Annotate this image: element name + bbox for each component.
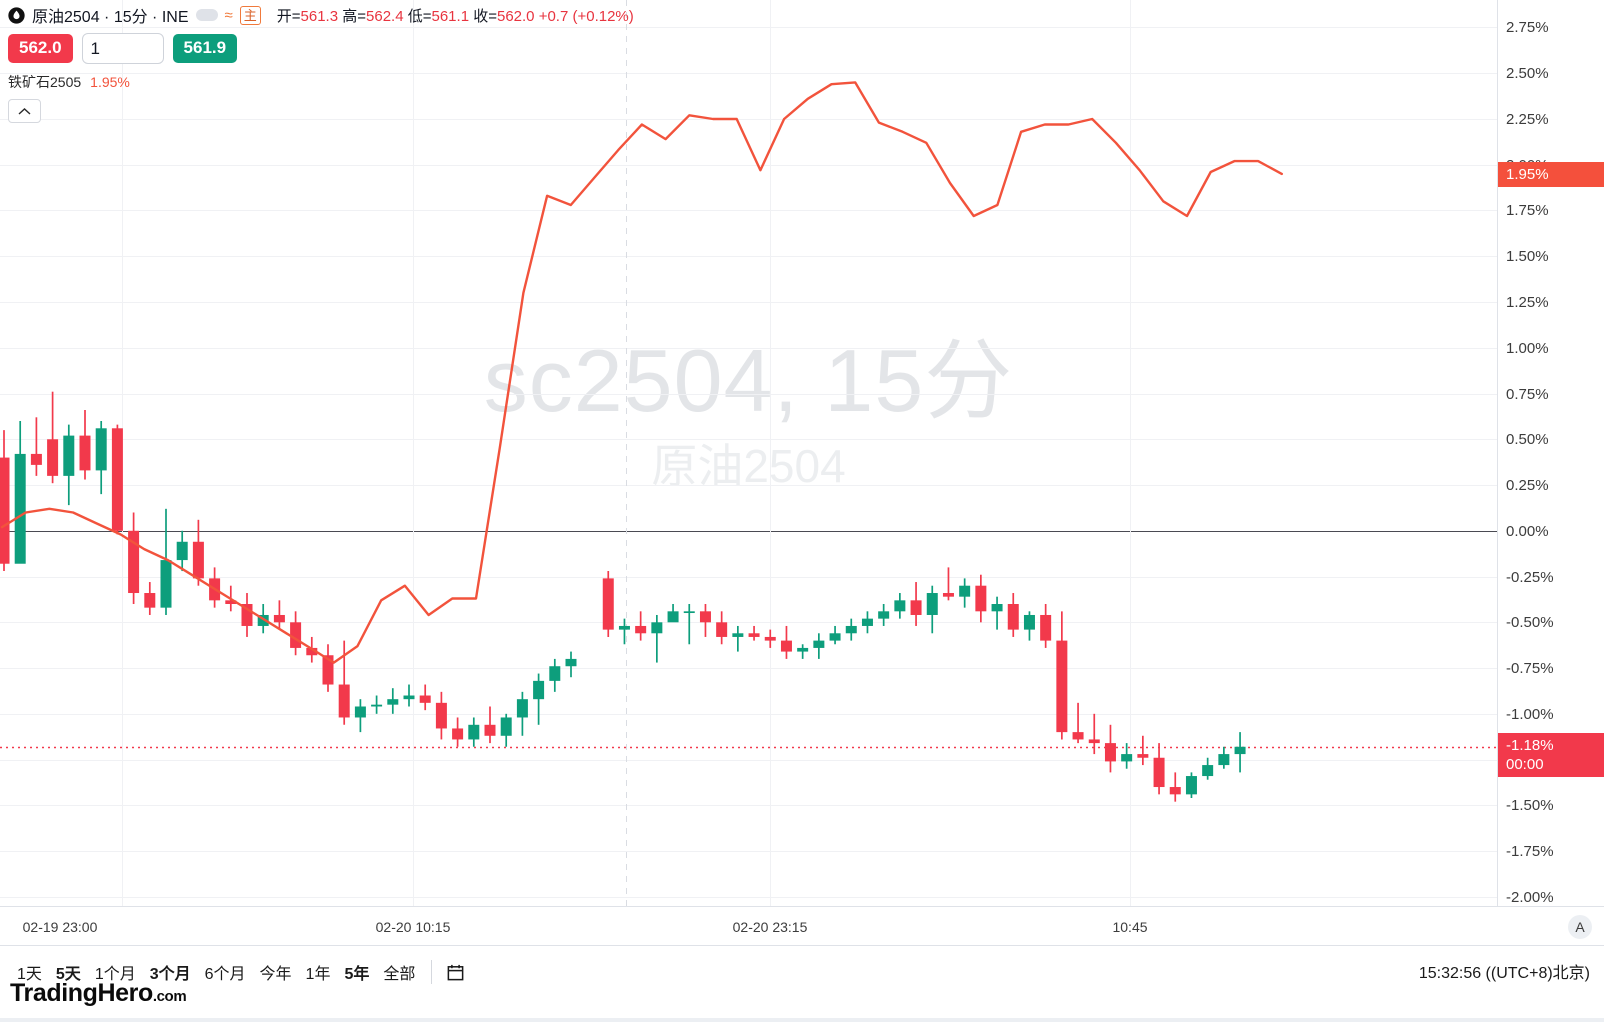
chart-legend: 原油2504 · 15分 · INE ≈ 主 开=561.3 高=562.4 低…: [8, 4, 634, 123]
compare-symbol-label[interactable]: 铁矿石2505: [8, 74, 82, 90]
price-tick: -0.50%: [1506, 614, 1554, 632]
range-button[interactable]: 今年: [253, 957, 299, 987]
range-button[interactable]: 3个月: [143, 957, 198, 987]
price-tick: -0.25%: [1506, 568, 1554, 586]
legend-compare-row: 铁矿石2505 1.95%: [8, 72, 634, 92]
open-label: 开=: [276, 7, 301, 25]
price-tick: -1.50%: [1506, 797, 1554, 815]
collapse-legend-button[interactable]: [8, 99, 41, 123]
open-value: 561.3: [300, 7, 339, 25]
price-tick: 0.25%: [1506, 477, 1549, 495]
range-button[interactable]: 1个月: [88, 957, 143, 987]
time-tick: 02-19 23:00: [22, 919, 98, 935]
symbol-title[interactable]: 原油2504 · 15分 · INE: [32, 9, 189, 26]
chart-gridlines: [0, 0, 1497, 906]
price-tick: -0.75%: [1506, 660, 1554, 678]
price-tick: 2.25%: [1506, 110, 1549, 128]
price-tick: 1.75%: [1506, 202, 1549, 220]
timezone-badge[interactable]: A: [1568, 915, 1592, 939]
bottom-toolbar: 1天 5天 1个月 3个月 6个月 今年 1年 5年 全部 15:32:56 ((UTC+8)北…: [0, 947, 1604, 1022]
clock-readout: 15:32:56 ((UTC+8)北京): [1418, 965, 1590, 982]
time-tick: 10:45: [1112, 919, 1148, 935]
last-price-badge: -1.18% 00:00: [1498, 732, 1604, 778]
chart-series: [0, 81, 1283, 802]
main-contract-tag[interactable]: 主: [239, 5, 261, 25]
brand-logo: TradingHero.com: [10, 979, 187, 1008]
time-tick: 02-20 23:15: [732, 919, 808, 935]
compare-percent-value: 1.95%: [90, 74, 130, 90]
range-button[interactable]: 5天: [49, 957, 88, 987]
approx-icon[interactable]: ≈: [224, 6, 233, 24]
price-scale[interactable]: 2.75%2.50%2.25%2.00%1.75%1.50%1.25%1.00%…: [1497, 0, 1604, 906]
calendar-icon[interactable]: [441, 958, 469, 986]
chart-plot-area[interactable]: sc2504, 15分 原油2504: [0, 0, 1497, 906]
price-tick: 2.75%: [1506, 19, 1549, 37]
close-value: 562.0: [496, 7, 535, 25]
price-tick: 1.25%: [1506, 294, 1549, 311]
chevron-up-icon: [18, 107, 31, 115]
logo-suffix: .com: [152, 988, 187, 1005]
compare-price-badge: 1.95%: [1498, 161, 1604, 188]
price-tick: 0.50%: [1506, 431, 1549, 449]
bid-price-button[interactable]: 562.0: [8, 34, 73, 63]
low-value: 561.1: [431, 7, 470, 25]
candle-style-pill-icon[interactable]: [195, 9, 218, 21]
oil-drop-icon: [8, 6, 25, 24]
logo-name: TradingHero: [10, 979, 153, 1007]
price-tick: -2.00%: [1506, 888, 1554, 906]
quantity-input[interactable]: 1: [81, 33, 164, 64]
time-scale[interactable]: A 02-19 23:00 02-20 10:15 02-20 23:15 10:45: [0, 906, 1604, 946]
price-tick: -1.00%: [1506, 705, 1554, 723]
price-tick: -1.75%: [1506, 843, 1554, 861]
range-button[interactable]: 1年: [299, 957, 338, 987]
range-button[interactable]: 全部: [376, 957, 422, 987]
time-tick: 02-20 10:15: [375, 919, 451, 935]
ohlc-readout: 开=561.3 高=562.4 低=561.1 收=562.0 +0.7 (+0…: [277, 5, 634, 26]
range-button[interactable]: 6个月: [198, 957, 253, 987]
range-selector: 1天 5天 1个月 3个月 6个月 今年 1年 5年 全部: [10, 957, 469, 987]
toolbar-divider: [431, 960, 433, 984]
ask-price-button[interactable]: 561.9: [172, 34, 238, 63]
price-tick: 2.50%: [1506, 65, 1549, 83]
close-label: 收=: [473, 7, 497, 25]
change-value: +0.7 (+0.12%): [538, 7, 634, 25]
low-label: 低=: [407, 7, 432, 25]
calendar-glyph-icon: [447, 964, 464, 980]
price-tick: 0.75%: [1506, 385, 1549, 403]
high-label: 高=: [342, 7, 367, 25]
high-value: 562.4: [366, 7, 404, 25]
range-button[interactable]: 1天: [10, 957, 49, 987]
price-tick: 1.50%: [1506, 248, 1549, 266]
price-tick: 1.00%: [1506, 339, 1549, 357]
last-price-value: -1.18%: [1506, 736, 1554, 754]
last-price-countdown: 00:00: [1506, 755, 1544, 773]
legend-primary-row: 原油2504 · 15分 · INE ≈ 主 开=561.3 高=562.4 低…: [8, 4, 634, 26]
range-button[interactable]: 5年: [337, 957, 376, 987]
price-tick: 0.00%: [1506, 522, 1549, 540]
legend-quote-row: 562.0 1 561.9: [8, 33, 634, 64]
